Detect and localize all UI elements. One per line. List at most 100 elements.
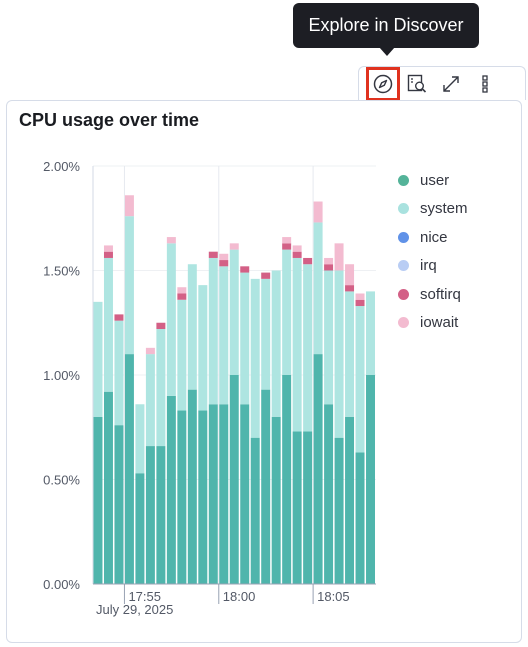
bar-segment-softirq[interactable]	[103, 251, 113, 258]
bar-segment-system[interactable]	[261, 278, 271, 390]
bar-segment-system[interactable]	[219, 266, 229, 405]
bar-segment-system[interactable]	[334, 270, 344, 438]
bar-segment-user[interactable]	[208, 404, 218, 584]
bar-segment-user[interactable]	[355, 452, 365, 584]
bar-segment-iowait[interactable]	[229, 243, 239, 250]
bar-segment-iowait[interactable]	[166, 237, 176, 244]
bar-segment-system[interactable]	[271, 270, 281, 417]
bar-segment-user[interactable]	[292, 431, 302, 584]
chart-legend: user system nice irq softirq iowait	[398, 166, 468, 337]
bar-segment-system[interactable]	[156, 329, 166, 447]
bar-segment-user[interactable]	[145, 446, 155, 584]
bar-segment-system[interactable]	[303, 264, 313, 432]
panel-title: CPU usage over time	[19, 110, 200, 130]
bar-segment-iowait[interactable]	[345, 264, 355, 286]
bar-segment-system[interactable]	[103, 257, 113, 392]
bar-segment-iowait[interactable]	[177, 287, 187, 294]
bar-segment-iowait[interactable]	[145, 347, 155, 355]
bar-segment-system[interactable]	[324, 270, 334, 405]
bar-segment-softirq[interactable]	[303, 257, 313, 265]
bar-segment-system[interactable]	[292, 257, 302, 432]
tooltip-text: Explore in Discover	[308, 15, 464, 35]
bar-segment-user[interactable]	[93, 416, 103, 584]
bar-segment-iowait[interactable]	[282, 237, 292, 244]
bar-segment-system[interactable]	[229, 249, 239, 375]
bar-segment-iowait[interactable]	[324, 257, 334, 265]
legend-label-system: system	[420, 200, 468, 218]
bar-segment-user[interactable]	[187, 389, 197, 584]
bar-segment-user[interactable]	[261, 389, 271, 584]
inspect-button[interactable]	[400, 67, 434, 101]
bar-segment-user[interactable]	[135, 473, 145, 584]
bar-segment-user[interactable]	[366, 375, 375, 584]
legend-item-nice[interactable]: nice	[398, 223, 468, 252]
legend-item-system[interactable]: system	[398, 195, 468, 224]
bar-segment-user[interactable]	[124, 354, 134, 584]
bar-segment-softirq[interactable]	[282, 243, 292, 250]
bar-segment-iowait[interactable]	[334, 243, 344, 271]
bar-segment-softirq[interactable]	[219, 260, 229, 267]
bar-segment-system[interactable]	[135, 404, 145, 474]
legend-item-user[interactable]: user	[398, 166, 468, 195]
bar-segment-system[interactable]	[345, 291, 355, 417]
bar-segment-user[interactable]	[114, 425, 124, 584]
bar-segment-user[interactable]	[313, 354, 323, 584]
bar-segment-system[interactable]	[250, 278, 260, 438]
bar-segment-system[interactable]	[187, 264, 197, 390]
bar-segment-user[interactable]	[219, 404, 229, 584]
bar-segment-softirq[interactable]	[208, 251, 218, 258]
compass-icon	[373, 74, 393, 94]
bar-segment-user[interactable]	[345, 416, 355, 584]
bar-segment-system[interactable]	[124, 216, 134, 355]
bar-segment-user[interactable]	[177, 410, 187, 584]
bar-segment-softirq[interactable]	[177, 293, 187, 300]
maximize-panel-button[interactable]	[434, 67, 468, 101]
bar-segment-softirq[interactable]	[324, 264, 334, 271]
bar-segment-user[interactable]	[103, 391, 113, 584]
bar-segment-iowait[interactable]	[219, 253, 229, 261]
legend-color-system	[398, 203, 409, 215]
bar-segment-user[interactable]	[303, 431, 313, 584]
bar-segment-softirq[interactable]	[114, 314, 124, 321]
y-tick-label: 0.00%	[43, 577, 80, 592]
bar-segment-user[interactable]	[324, 404, 334, 584]
bar-segment-iowait[interactable]	[313, 201, 323, 223]
legend-item-irq[interactable]: irq	[398, 252, 468, 281]
bar-segment-user[interactable]	[198, 410, 208, 584]
bar-segment-system[interactable]	[282, 249, 292, 375]
bar-segment-user[interactable]	[156, 446, 166, 584]
bar-segment-system[interactable]	[114, 320, 124, 426]
bar-segment-system[interactable]	[145, 354, 155, 447]
bar-segment-softirq[interactable]	[345, 285, 355, 292]
bar-segment-system[interactable]	[177, 299, 187, 411]
bar-segment-softirq[interactable]	[355, 299, 365, 307]
bar-segment-softirq[interactable]	[240, 266, 250, 273]
panel-options-button[interactable]	[468, 67, 502, 101]
bar-segment-iowait[interactable]	[355, 293, 365, 300]
bar-segment-softirq[interactable]	[292, 251, 302, 258]
bar-segment-user[interactable]	[271, 416, 281, 584]
legend-item-iowait[interactable]: iowait	[398, 309, 468, 338]
bar-segment-softirq[interactable]	[156, 322, 166, 330]
bar-segment-user[interactable]	[282, 375, 292, 584]
bar-segment-user[interactable]	[240, 404, 250, 584]
bar-segment-user[interactable]	[229, 375, 239, 584]
bar-segment-user[interactable]	[334, 437, 344, 584]
legend-item-softirq[interactable]: softirq	[398, 280, 468, 309]
bar-segment-iowait[interactable]	[103, 245, 113, 252]
bar-segment-user[interactable]	[250, 437, 260, 584]
bar-segment-softirq[interactable]	[261, 272, 271, 279]
bar-segment-system[interactable]	[166, 243, 176, 396]
bar-segment-system[interactable]	[93, 301, 103, 417]
legend-color-softirq	[398, 288, 409, 300]
bar-segment-system[interactable]	[240, 272, 250, 405]
bar-segment-system[interactable]	[313, 222, 323, 355]
bar-segment-user[interactable]	[166, 395, 176, 584]
bar-segment-system[interactable]	[208, 257, 218, 405]
explore-in-discover-button[interactable]	[366, 67, 400, 101]
bar-segment-iowait[interactable]	[124, 195, 134, 217]
bar-segment-system[interactable]	[198, 285, 208, 411]
bar-segment-iowait[interactable]	[292, 245, 302, 252]
bar-segment-system[interactable]	[366, 291, 375, 375]
bar-segment-system[interactable]	[355, 306, 365, 453]
